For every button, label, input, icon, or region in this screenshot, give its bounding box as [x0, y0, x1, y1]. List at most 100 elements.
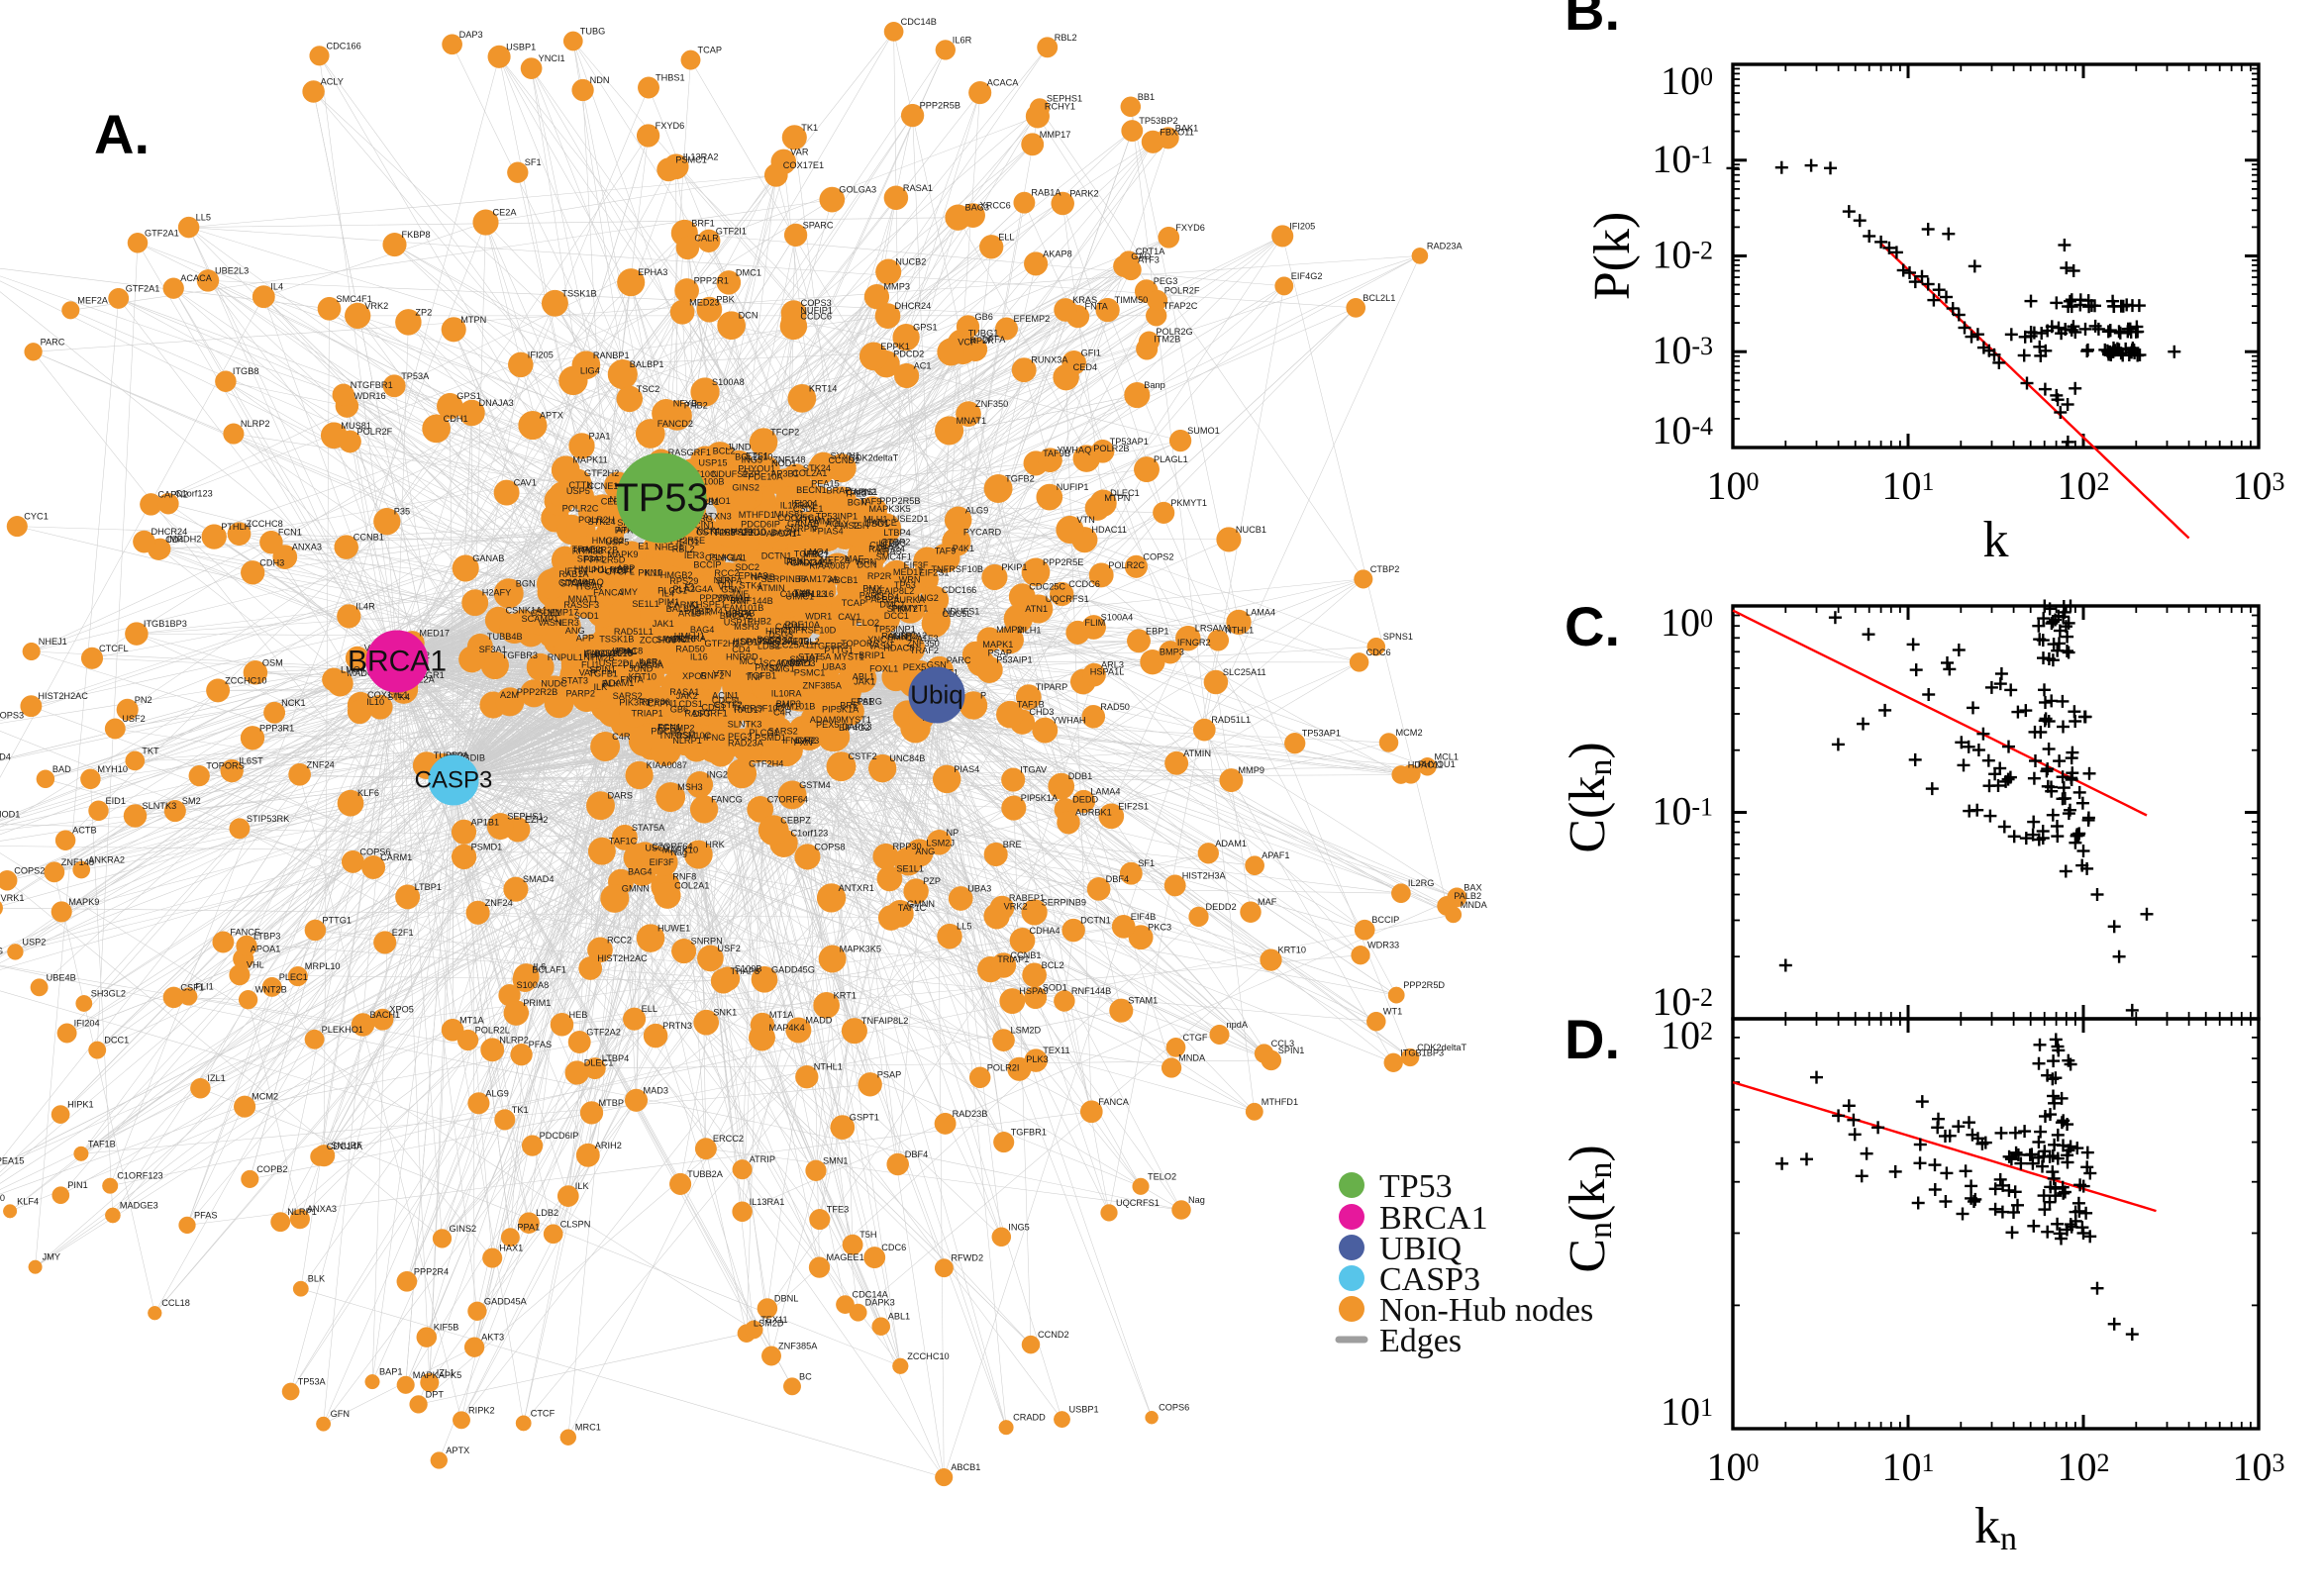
svg-text:CLSPN: CLSPN — [560, 1219, 591, 1229]
svg-text:BCL2L1: BCL2L1 — [1363, 293, 1395, 303]
svg-text:XPO5: XPO5 — [682, 671, 707, 681]
svg-text:KRT14: KRT14 — [809, 383, 837, 393]
svg-text:CDH3: CDH3 — [259, 557, 284, 567]
svg-text:ITGB8: ITGB8 — [233, 366, 259, 376]
svg-text:COPS3: COPS3 — [0, 711, 24, 721]
svg-text:GANAB: GANAB — [472, 553, 504, 563]
svg-text:KRT10: KRT10 — [1278, 946, 1306, 955]
svg-text:PEX5: PEX5 — [903, 662, 927, 672]
svg-text:SLNTK3: SLNTK3 — [143, 801, 177, 811]
svg-text:APP: APP — [576, 634, 594, 644]
svg-text:Nag: Nag — [670, 848, 687, 857]
svg-text:MMP2: MMP2 — [996, 625, 1023, 635]
svg-text:SIRPA: SIRPA — [716, 576, 744, 586]
svg-text:TFCP2: TFCP2 — [770, 428, 799, 438]
svg-text:CE2A: CE2A — [493, 208, 518, 218]
svg-text:PJA1: PJA1 — [589, 431, 611, 441]
svg-text:NOD1: NOD1 — [771, 458, 797, 468]
svg-text:LSM2D: LSM2D — [1011, 1026, 1042, 1036]
svg-text:MADD: MADD — [805, 1016, 832, 1026]
svg-text:TELO2: TELO2 — [1148, 1171, 1176, 1181]
svg-text:KLF4: KLF4 — [17, 1196, 39, 1206]
svg-text:TUBG: TUBG — [580, 27, 606, 37]
svg-text:BCLAF1: BCLAF1 — [532, 964, 566, 974]
svg-text:BAD: BAD — [52, 764, 71, 774]
svg-text:TFAP2C: TFAP2C — [1163, 301, 1198, 311]
svg-text:PARC: PARC — [41, 337, 65, 347]
svg-text:RCHY1: RCHY1 — [1045, 101, 1075, 111]
svg-text:DPT: DPT — [693, 709, 712, 719]
svg-text:CDC6: CDC6 — [881, 1243, 906, 1252]
svg-text:RASA1: RASA1 — [669, 687, 699, 697]
svg-text:GADD45A: GADD45A — [790, 558, 834, 568]
svg-text:CCDC6: CCDC6 — [1068, 579, 1100, 589]
svg-text:CDK2deltaT: CDK2deltaT — [1417, 1043, 1466, 1052]
svg-text:GTF2H4: GTF2H4 — [749, 758, 783, 768]
svg-text:EIF4G2: EIF4G2 — [839, 723, 870, 733]
svg-text:SMN1: SMN1 — [823, 1155, 849, 1165]
svg-text:ACACA: ACACA — [180, 273, 213, 283]
svg-text:Banp: Banp — [1144, 380, 1164, 390]
svg-text:DEDD2: DEDD2 — [1206, 902, 1237, 912]
svg-text:AP1B1: AP1B1 — [471, 817, 500, 827]
svg-text:EBP1: EBP1 — [1146, 626, 1169, 636]
svg-text:TSC2: TSC2 — [637, 384, 660, 394]
svg-text:UBA3: UBA3 — [967, 884, 991, 894]
svg-text:SNK1: SNK1 — [713, 1008, 737, 1018]
svg-text:TEX11: TEX11 — [760, 1315, 787, 1325]
svg-text:UQCRFS1: UQCRFS1 — [1116, 1198, 1160, 1208]
svg-text:COPS8: COPS8 — [814, 842, 845, 851]
svg-text:CALR: CALR — [694, 233, 719, 243]
svg-text:DBF4: DBF4 — [1106, 874, 1130, 884]
svg-text:DAP3: DAP3 — [459, 30, 483, 40]
svg-text:ZCCHC10: ZCCHC10 — [907, 1351, 949, 1361]
svg-text:P53AIP1: P53AIP1 — [996, 655, 1032, 665]
svg-text:HSPA9: HSPA9 — [1019, 986, 1048, 996]
svg-text:PFAS: PFAS — [194, 1210, 218, 1220]
svg-text:Ubiq: Ubiq — [910, 679, 962, 709]
svg-text:DPT: DPT — [426, 1389, 445, 1399]
svg-text:SM2: SM2 — [182, 796, 201, 806]
svg-text:CRADD: CRADD — [1013, 1413, 1046, 1423]
svg-text:EIF2S1: EIF2S1 — [1118, 801, 1149, 811]
svg-text:PDCD2: PDCD2 — [651, 727, 681, 737]
svg-text:HDAC11: HDAC11 — [1408, 760, 1444, 770]
svg-text:GB6: GB6 — [670, 704, 688, 714]
svg-text:C1orf123: C1orf123 — [791, 829, 829, 839]
svg-text:FANCA: FANCA — [593, 588, 625, 598]
svg-text:POLR2L: POLR2L — [475, 1026, 510, 1036]
svg-text:ABL1: ABL1 — [853, 672, 874, 682]
svg-text:MTHFD1: MTHFD1 — [739, 510, 775, 520]
svg-text:COPS2: COPS2 — [1143, 551, 1173, 561]
svg-text:TP53A: TP53A — [298, 1377, 327, 1387]
svg-text:BAX: BAX — [1464, 882, 1481, 892]
svg-text:TOPORS: TOPORS — [206, 761, 245, 771]
svg-text:DMC1: DMC1 — [736, 267, 761, 277]
svg-text:PIAS4: PIAS4 — [954, 764, 979, 774]
svg-text:ANG: ANG — [915, 847, 935, 856]
svg-text:EIF4G2: EIF4G2 — [1291, 271, 1323, 281]
svg-text:EIF3F: EIF3F — [904, 560, 929, 570]
svg-text:NUFIP1: NUFIP1 — [1057, 482, 1089, 492]
svg-text:USP15: USP15 — [698, 457, 727, 467]
svg-text:CCNB1: CCNB1 — [1010, 950, 1041, 960]
svg-text:COL2A1: COL2A1 — [674, 880, 709, 890]
svg-text:FBXO11: FBXO11 — [1160, 127, 1194, 137]
svg-text:NEDD4: NEDD4 — [0, 752, 11, 762]
svg-text:GTF2A2: GTF2A2 — [586, 1028, 621, 1038]
svg-text:RAB1A: RAB1A — [558, 569, 589, 579]
svg-text:RIPK2: RIPK2 — [468, 1405, 495, 1415]
svg-text:ALG9: ALG9 — [965, 505, 989, 515]
svg-text:ZNF24: ZNF24 — [307, 759, 335, 769]
svg-text:PIN1: PIN1 — [67, 1180, 87, 1190]
svg-text:S100A8: S100A8 — [517, 980, 550, 990]
svg-text:RBL2: RBL2 — [1055, 33, 1077, 43]
svg-text:TK1: TK1 — [512, 1105, 529, 1115]
svg-text:HUWE1: HUWE1 — [657, 924, 690, 934]
svg-text:MYH10: MYH10 — [97, 764, 128, 774]
svg-text:NDUFS1: NDUFS1 — [712, 469, 749, 479]
svg-text:CTCFL: CTCFL — [99, 644, 129, 653]
svg-text:MRC1: MRC1 — [575, 1423, 601, 1433]
svg-text:PSMC1: PSMC1 — [675, 154, 707, 164]
svg-text:TSSK1B: TSSK1B — [561, 288, 596, 298]
